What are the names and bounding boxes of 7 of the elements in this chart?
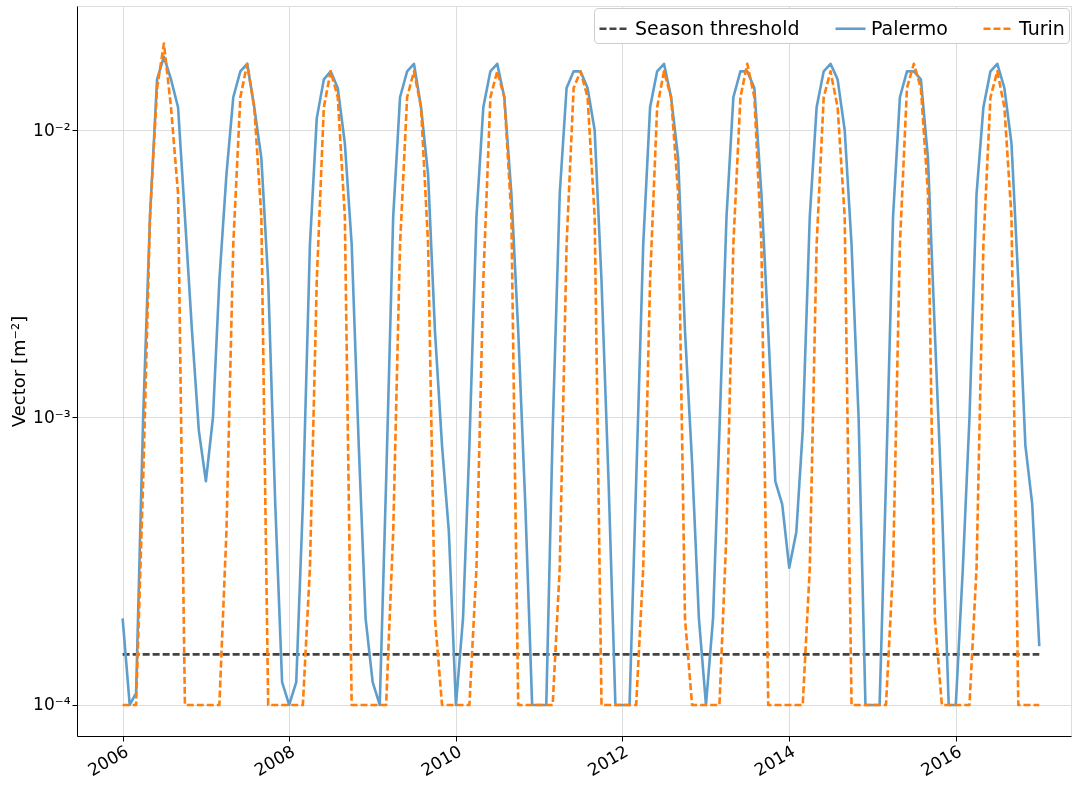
y-axis-title: Vector [m⁻²] — [8, 315, 30, 428]
legend-label: Turin — [1018, 16, 1065, 39]
legend-label: Season threshold — [635, 16, 800, 39]
y-tick-label: 10⁻⁴ — [33, 694, 71, 715]
legend-label: Palermo — [871, 16, 948, 39]
y-tick-label: 10⁻³ — [33, 406, 71, 427]
y-tick-label: 10⁻² — [33, 119, 71, 140]
